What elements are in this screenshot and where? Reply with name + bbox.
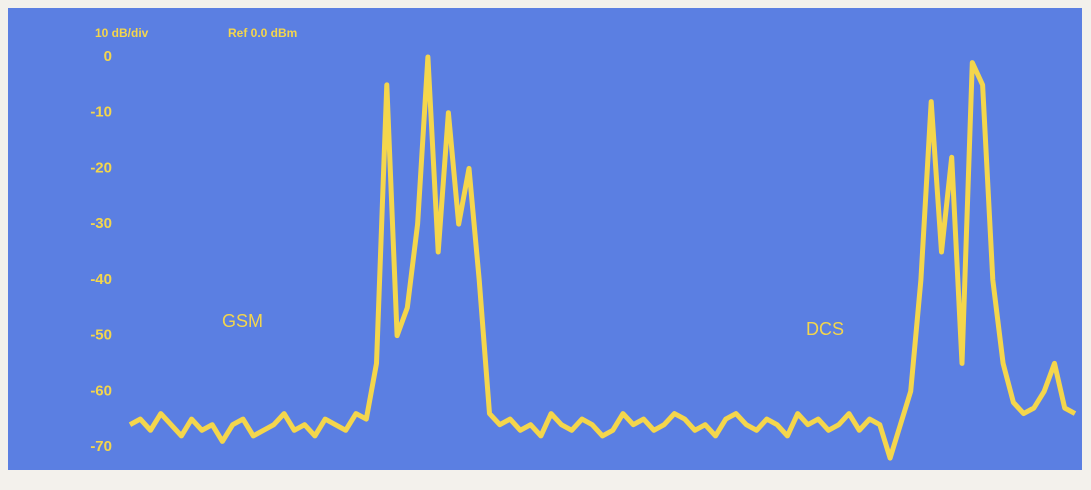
- y-tick-label: -50: [90, 327, 112, 344]
- display: [8, 8, 1082, 470]
- band-label: DCS: [806, 319, 844, 339]
- ref-label: Ref 0.0 dBm: [228, 26, 297, 40]
- band-label: GSM: [222, 311, 263, 331]
- y-tick-label: 0: [104, 48, 112, 65]
- y-tick-label: -30: [90, 215, 112, 232]
- spectrum-trace: [128, 54, 1077, 461]
- y-tick-label: -20: [90, 159, 112, 176]
- y-tick-label: -70: [90, 438, 112, 455]
- y-tick-label: -60: [90, 382, 112, 399]
- y-tick-label: -40: [90, 271, 112, 288]
- y-tick-label: -10: [90, 104, 112, 121]
- scale-label: 10 dB/div: [95, 26, 149, 40]
